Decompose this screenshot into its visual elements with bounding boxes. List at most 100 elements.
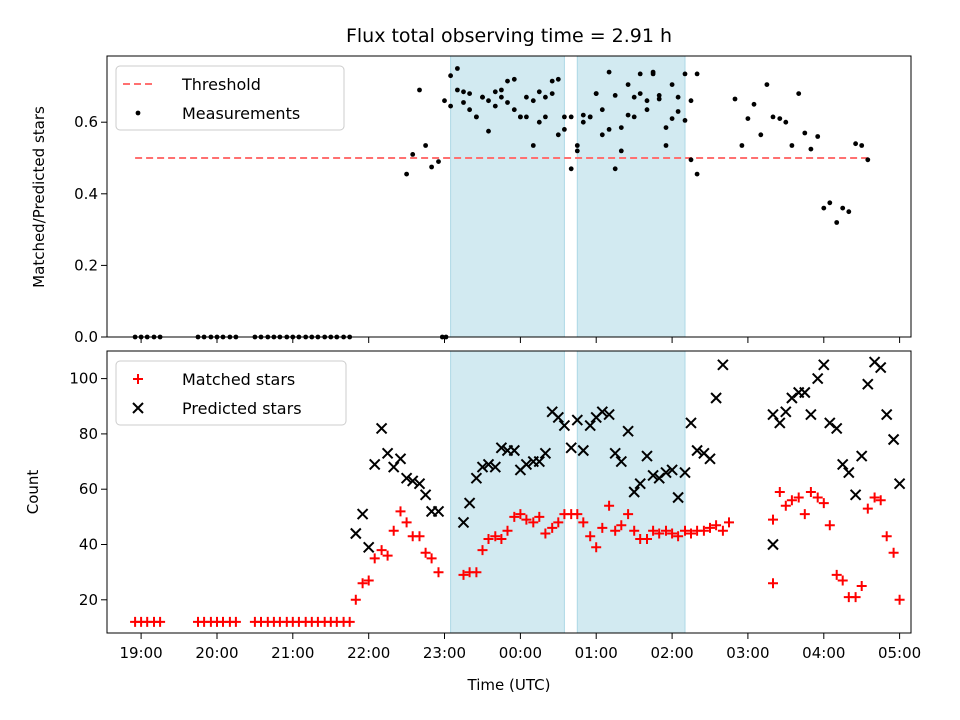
matched-point: [799, 509, 810, 520]
measurement-point: [486, 98, 491, 104]
x-tick-label: 20:00: [195, 644, 238, 662]
measurement-point: [580, 119, 586, 125]
measurement-point: [827, 200, 833, 206]
matched-point: [363, 575, 374, 586]
measurement-point: [669, 116, 675, 121]
measurement-point: [467, 91, 472, 96]
measurement-point: [555, 76, 561, 82]
measurement-point: [669, 82, 675, 87]
count-ticks: 20 40 60 80 100 19:00 20:00 21:00 22:00 23:00 00:0…: [69, 370, 921, 662]
count-legend: Matched stars Predicted stars: [115, 360, 347, 426]
ratio-legend: Threshold Measurements: [115, 65, 345, 131]
matched-point: [540, 528, 551, 539]
predicted-point: [691, 444, 703, 457]
x-tick-label: 04:00: [802, 644, 845, 662]
predicted-point: [767, 538, 779, 551]
y-tick-label: 0.4: [74, 185, 98, 203]
predicted-point: [533, 455, 546, 468]
predicted-point: [666, 464, 678, 476]
matched-point: [818, 498, 829, 509]
predicted-point: [855, 450, 868, 462]
measurement-point: [448, 73, 453, 79]
matched-point: [433, 567, 444, 578]
matched-point: [230, 616, 241, 627]
predicted-point: [419, 489, 432, 501]
measurement-point: [599, 107, 605, 113]
measurement-point: [492, 89, 498, 95]
measurement-point: [524, 114, 529, 120]
y-tick-label: 40: [79, 536, 98, 554]
matched-point: [502, 525, 513, 536]
measurement-point: [530, 98, 536, 104]
matched-point: [793, 492, 804, 503]
ratio-ticks: 0.0 0.2 0.4 0.6: [74, 113, 901, 346]
x-tick-label: 03:00: [726, 644, 769, 662]
ratio-y-axis-label: Matched/Predicted stars: [30, 106, 48, 288]
predicted-point: [603, 408, 615, 421]
predicted-point: [495, 442, 508, 454]
predicted-point: [432, 505, 445, 518]
matched-point: [780, 500, 791, 511]
predicted-point: [818, 359, 830, 371]
measurement-point: [650, 69, 656, 75]
measurement-point: [644, 98, 650, 104]
matched-point: [616, 520, 627, 531]
measurement-point: [524, 94, 529, 100]
predicted-point: [609, 447, 621, 460]
measurement-point: [618, 148, 624, 154]
measurement-point: [467, 107, 472, 113]
measurement-point: [486, 128, 491, 134]
predicted-point: [660, 466, 672, 479]
count-y-axis-label: Count: [24, 470, 42, 515]
predicted-point: [413, 477, 426, 490]
measurement-point: [442, 98, 447, 104]
matched-point: [768, 578, 778, 589]
measurement-point: [777, 116, 783, 121]
predicted-point: [381, 447, 394, 460]
count-marks: [130, 356, 906, 627]
measurement-point: [549, 91, 555, 96]
predicted-point: [717, 359, 729, 371]
predicted-point: [584, 419, 596, 432]
x-tick-label: 21:00: [271, 644, 314, 662]
matched-point: [881, 531, 892, 542]
matched-point: [414, 531, 425, 542]
x-tick-label: 00:00: [499, 644, 542, 662]
matched-point: [458, 569, 469, 580]
measurement-point: [606, 69, 612, 75]
measurement-point: [574, 148, 580, 154]
shaded-interval: [576, 350, 686, 634]
matched-point: [401, 517, 412, 528]
x-tick-label: 22:00: [347, 644, 390, 662]
predicted-point: [849, 489, 862, 501]
measurement-point: [404, 171, 409, 177]
measurement-point: [536, 119, 542, 125]
x-tick-label: 23:00: [423, 644, 466, 662]
measurement-point: [834, 220, 840, 225]
measurement-point: [789, 143, 795, 148]
x-tick-label: 05:00: [878, 644, 921, 662]
predicted-point: [520, 458, 533, 471]
y-tick-label: 80: [79, 425, 98, 443]
predicted-point: [406, 475, 419, 487]
measurement-point: [694, 171, 700, 177]
measurement-point: [568, 114, 574, 120]
predicted-point: [463, 497, 476, 509]
measurement-point: [808, 146, 814, 152]
measurement-point: [499, 94, 504, 100]
matched-point: [642, 534, 652, 544]
measurement-point: [562, 114, 567, 120]
matched-point: [597, 522, 608, 533]
matched-point: [654, 528, 665, 539]
measurement-point: [739, 143, 745, 148]
predicted-point: [596, 406, 609, 418]
measurement-point: [732, 96, 738, 102]
matched-point: [477, 545, 488, 556]
y-tick-label: 100: [69, 370, 98, 388]
matched-point: [869, 492, 880, 503]
measurement-point: [764, 82, 770, 87]
measurement-point: [593, 91, 599, 96]
matched-point: [774, 487, 785, 497]
predicted-point: [622, 425, 634, 437]
measurement-point: [656, 96, 662, 102]
